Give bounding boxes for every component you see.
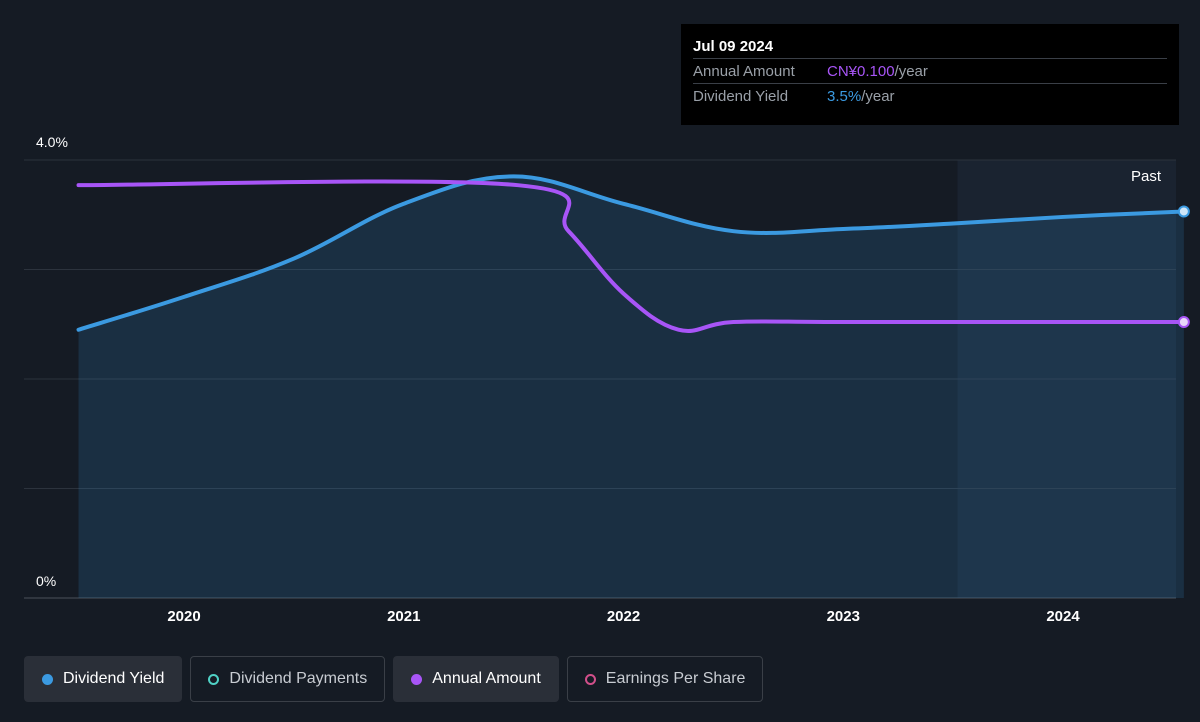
x-tick-label: 2023 — [826, 608, 860, 625]
tooltip-label: Annual Amount — [693, 62, 795, 80]
x-tick-label: 2021 — [387, 608, 421, 625]
y-tick-label-top: 4.0% — [36, 134, 68, 150]
legend-item-dividend-payments[interactable]: Dividend Payments — [190, 656, 386, 702]
series-end-marker-0 — [1177, 205, 1190, 218]
chart-legend: Dividend Yield Dividend Payments Annual Am… — [24, 656, 764, 702]
series-lines — [76, 174, 1186, 333]
series-line-1 — [76, 179, 1186, 333]
legend-dot-icon — [411, 673, 423, 685]
series-end-marker-1 — [1177, 316, 1190, 329]
series-area-0 — [78, 176, 1184, 599]
chart-tooltip: Jul 09 2024 Annual Amount CN¥0.100 /year… — [681, 24, 1179, 125]
tooltip-unit: /year — [861, 87, 895, 105]
legend-label: Earnings Per Share — [605, 670, 746, 687]
legend-item-annual-amount[interactable]: Annual Amount — [393, 656, 559, 702]
legend-label: Annual Amount — [432, 670, 541, 687]
x-tick-label: 2022 — [606, 608, 641, 625]
tooltip-unit: /year — [894, 62, 928, 80]
y-tick-label-bottom: 0% — [36, 573, 57, 589]
x-tick-label: 2020 — [167, 608, 201, 625]
tooltip-row-dividend-yield: Dividend Yield 3.5% /year — [693, 83, 1167, 108]
series-fills — [78, 176, 1184, 599]
legend-label: Dividend Payments — [229, 670, 368, 687]
legend-item-earnings-per-share[interactable]: Earnings Per Share — [566, 656, 764, 702]
tooltip-label: Dividend Yield — [693, 87, 789, 105]
tooltip-date: Jul 09 2024 — [693, 38, 774, 55]
tooltip-value: CN¥0.100 — [827, 62, 895, 80]
x-tick-label: 2024 — [1046, 608, 1080, 625]
past-label: Past — [1131, 168, 1162, 185]
legend-dot-icon — [42, 673, 53, 685]
tooltip-value: 3.5% — [827, 87, 862, 105]
series-line-0 — [76, 174, 1186, 332]
series-end-markers — [1177, 205, 1190, 329]
legend-item-dividend-yield[interactable]: Dividend Yield — [24, 656, 183, 702]
tooltip-row-annual-amount: Annual Amount CN¥0.100 /year — [693, 58, 1167, 83]
legend-label: Dividend Yield — [63, 670, 165, 687]
legend-dot-icon — [208, 673, 220, 685]
legend-dot-icon — [584, 673, 596, 685]
